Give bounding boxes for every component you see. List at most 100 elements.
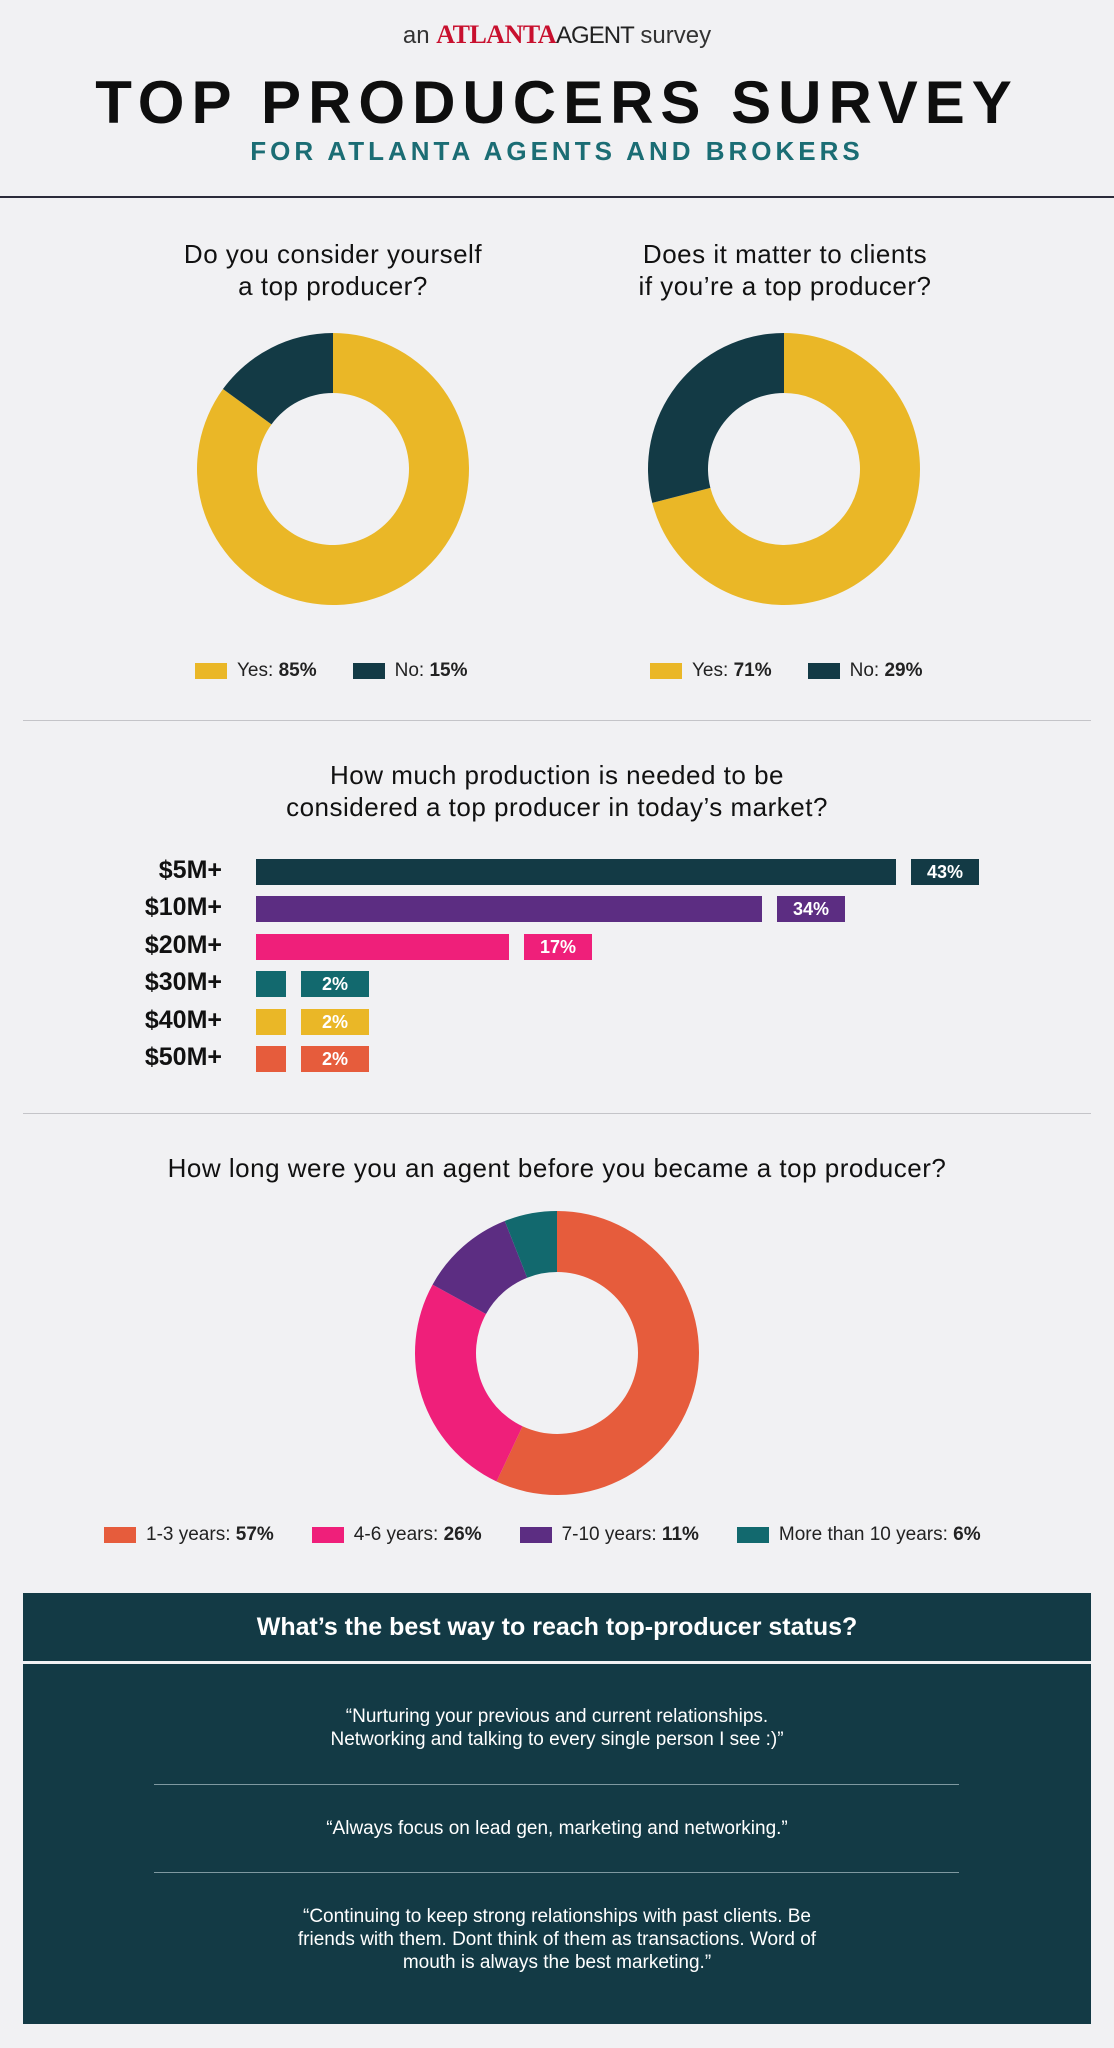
bar-value-label: 43% (911, 859, 979, 885)
quote-3-line3: mouth is always the best marketing.” (402, 1952, 712, 1973)
chart2-donut (648, 333, 920, 605)
bar-row: $30M+ 2% (0, 968, 1114, 998)
bar-row: $20M+ 17% (0, 930, 1114, 960)
bar-category-label: $40M+ (144, 1005, 222, 1034)
bar-value-label: 2% (301, 1008, 369, 1035)
chart2-title-line1: Does it matter to clients (642, 239, 928, 269)
bar-row: $5M+ 43% (0, 856, 1114, 885)
bar-row: $10M+ 34% (0, 893, 1114, 923)
brand-line: an ATLANTAAGENT survey (0, 20, 1114, 50)
chart4-legend-10-plus-label: More than 10 years: (778, 1524, 948, 1545)
chart4-legend-7-10-swatch (519, 1527, 552, 1543)
chart4-legend-7-10: 7-10 years: 11% (519, 1524, 699, 1546)
chart2-legend-yes-swatch (650, 663, 682, 679)
chart4-legend-10-plus-value: 6% (953, 1524, 981, 1545)
bar (256, 1008, 286, 1035)
bar-category-label: $30M+ (144, 968, 222, 997)
brand-suffix: survey (640, 22, 712, 49)
chart1-donut (196, 333, 470, 605)
chart2-legend-yes-label: Yes: (692, 660, 729, 681)
bar-category-label: $20M+ (144, 930, 222, 959)
chart4-slice-4 (504, 1211, 557, 1278)
chart4-title-line1: How long were you an agent before you be… (167, 1153, 947, 1183)
page-title: TOP PRODUCERS SURVEY (95, 69, 1019, 136)
chart4-legend-1-3-value: 57% (235, 1524, 274, 1545)
chart1-legend: Yes: 85% No: 15% (195, 660, 467, 682)
chart1-title-line1: Do you consider yourself (183, 239, 483, 269)
chart1-slice-2 (222, 333, 333, 425)
bar-value-label: 2% (301, 971, 369, 998)
chart1-legend-no-label: No: (394, 660, 425, 681)
chart2-legend-no: No: 29% (807, 660, 923, 682)
chart4-legend-1-3-swatch (104, 1527, 136, 1543)
chart1-legend-no: No: 15% (352, 660, 468, 682)
chart4-legend-4-6-swatch (311, 1527, 344, 1543)
quote-divider (154, 1872, 959, 1873)
brand-prefix: an (402, 22, 430, 49)
chart4-legend-4-6: 4-6 years: 26% (311, 1524, 482, 1546)
chart4-legend-7-10-label: 7-10 years: (561, 1524, 657, 1545)
bar-category-label: $10M+ (144, 893, 222, 922)
bar-value-label: 2% (301, 1046, 369, 1072)
chart4-legend-4-6-value: 26% (443, 1524, 482, 1545)
chart4-legend-10-plus-swatch (736, 1527, 769, 1543)
chart4-donut (415, 1211, 699, 1495)
quote-3-line1: “Continuing to keep strong relationships… (303, 1906, 811, 1927)
bar (256, 971, 286, 998)
bar-value-label: 17% (524, 933, 593, 960)
section-divider (23, 720, 1091, 721)
chart2-slice-1 (652, 333, 920, 605)
chart4-slice-3 (432, 1220, 528, 1314)
bar-row: $50M+ 2% (0, 1043, 1114, 1072)
header: an ATLANTAAGENT survey TOP PRODUCERS SUR… (0, 0, 1114, 198)
quotes-heading: What’s the best way to reach top-produce… (23, 1593, 1091, 1664)
bar-category-label: $5M+ (158, 856, 222, 884)
bar-category-label: $50M+ (144, 1043, 222, 1071)
quote-1-line1: “Nurturing your previous and current rel… (345, 1706, 769, 1727)
bar (256, 896, 763, 923)
quote-1: “Nurturing your previous and current rel… (23, 1705, 1091, 1751)
chart2-legend-no-swatch (807, 663, 840, 679)
chart2-title: Does it matter to clients if you’re a to… (560, 238, 1010, 302)
chart2-legend-no-value: 29% (884, 660, 923, 681)
chart1-slice-1 (196, 333, 470, 605)
brand-logo-agent: AGENT (556, 22, 635, 49)
brand-logo: ATLANTAAGENT (436, 20, 635, 49)
chart4-legend: 1-3 years: 57% 4-6 years: 26% 7-10 years… (104, 1524, 981, 1546)
quote-2-line1: “Always focus on lead gen, marketing and… (326, 1818, 788, 1839)
chart4-slice-2 (415, 1284, 523, 1482)
bar-row: $40M+ 2% (0, 1005, 1114, 1035)
quote-2: “Always focus on lead gen, marketing and… (23, 1817, 1091, 1840)
chart1-legend-no-swatch (352, 663, 385, 679)
chart3-title: How much production is needed to be cons… (157, 759, 957, 823)
chart4-title: How long were you an agent before you be… (57, 1152, 1057, 1184)
chart4-legend-1-3-label: 1-3 years: (146, 1524, 231, 1545)
brand-logo-atlanta: ATLANTA (436, 20, 557, 49)
bar-value-label: 34% (777, 896, 846, 923)
chart1-title-line2: a top producer? (238, 271, 428, 301)
bar (256, 1046, 286, 1072)
chart2-legend-yes-value: 71% (733, 660, 772, 681)
chart4-slice-1 (496, 1211, 699, 1495)
chart2-legend-yes: Yes: 71% (650, 660, 772, 682)
bar (256, 933, 510, 960)
chart3-title-line2: considered a top producer in today’s mar… (286, 792, 828, 822)
quotes-panel: What’s the best way to reach top-produce… (23, 1593, 1091, 2024)
chart4-legend-1-3: 1-3 years: 57% (104, 1524, 274, 1546)
chart1-legend-yes-value: 85% (278, 660, 317, 681)
chart2-legend-no-label: No: (849, 660, 880, 681)
chart4-legend-4-6-label: 4-6 years: (353, 1524, 439, 1545)
chart1-legend-no-value: 15% (429, 660, 468, 681)
chart1-legend-yes-label: Yes: (237, 660, 274, 681)
chart2-title-line2: if you’re a top producer? (638, 271, 932, 301)
chart1-legend-yes: Yes: 85% (195, 660, 317, 682)
section-divider (23, 1113, 1091, 1114)
quote-1-line2: Networking and talking to every single p… (330, 1729, 784, 1750)
bar (256, 859, 896, 885)
chart2-legend: Yes: 71% No: 29% (650, 660, 922, 682)
chart1-legend-yes-swatch (195, 663, 227, 679)
chart3-title-line1: How much production is needed to be (330, 760, 784, 790)
quote-divider (154, 1784, 959, 1785)
chart2-slice-2 (648, 333, 784, 503)
chart4-legend-7-10-value: 11% (661, 1524, 699, 1545)
